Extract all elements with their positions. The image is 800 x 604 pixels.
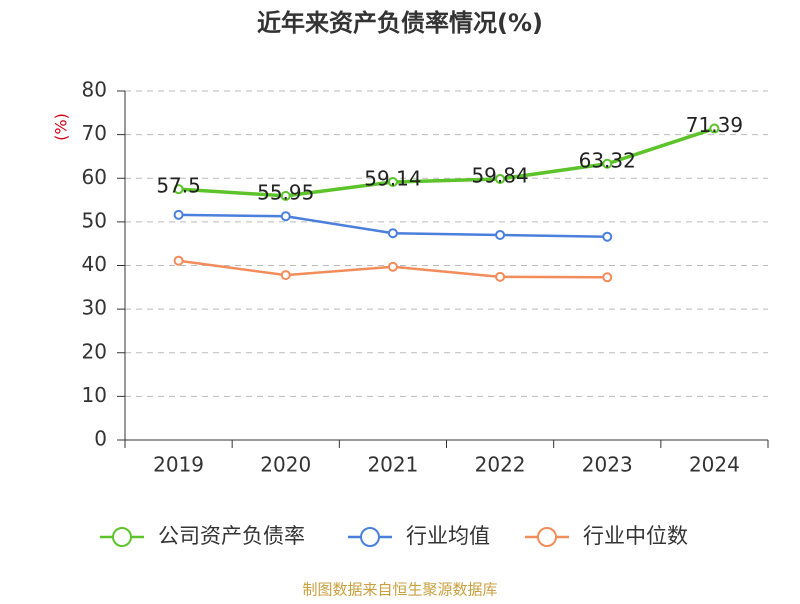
point	[280, 211, 291, 222]
point	[387, 177, 398, 188]
data-label: 59.84	[471, 163, 528, 187]
legend-marker	[112, 527, 132, 547]
data-label: 59.14	[364, 167, 421, 191]
y-tick-label: 10	[82, 383, 107, 407]
x-tick-label: 2024	[689, 453, 740, 477]
point	[280, 190, 291, 201]
series-line	[178, 126, 715, 198]
point	[387, 228, 398, 239]
y-tick-label: 30	[82, 296, 107, 320]
legend-marker	[537, 527, 557, 547]
point	[495, 271, 506, 282]
y-tick-label: 50	[82, 208, 107, 232]
x-tick-label: 2020	[260, 453, 311, 477]
point	[387, 261, 398, 272]
legend-label: 行业中位数	[583, 524, 688, 548]
y-axis-label: (%)	[52, 113, 71, 141]
y-tick-label: 80	[82, 78, 107, 102]
x-tick-label: 2023	[582, 453, 633, 477]
chart-title: 近年来资产负债率情况(%)	[257, 9, 543, 37]
legend-label: 公司资产负债率	[158, 524, 305, 548]
point	[173, 255, 184, 266]
legend-marker	[360, 527, 380, 547]
legend-label: 行业均值	[406, 524, 490, 548]
point	[173, 209, 184, 220]
point	[280, 270, 291, 281]
data-label: 57.5	[156, 174, 201, 198]
y-tick-label: 20	[82, 339, 107, 363]
point	[173, 184, 184, 195]
y-tick-label: 60	[82, 165, 107, 189]
x-tick-label: 2019	[153, 453, 204, 477]
source-note: 制图数据来自恒生聚源数据库	[302, 581, 497, 599]
point	[602, 158, 613, 169]
x-tick-label: 2021	[367, 453, 418, 477]
data-label: 63.32	[579, 148, 636, 172]
point	[495, 229, 506, 240]
data-label: 71.39	[686, 113, 743, 137]
x-tick-label: 2022	[475, 453, 526, 477]
point	[495, 173, 506, 184]
data-label: 55.95	[257, 180, 314, 204]
point	[709, 123, 720, 134]
y-tick-label: 70	[82, 121, 107, 145]
point	[602, 231, 613, 242]
point	[602, 272, 613, 283]
y-tick-label: 0	[94, 427, 107, 451]
y-tick-label: 40	[82, 252, 107, 276]
